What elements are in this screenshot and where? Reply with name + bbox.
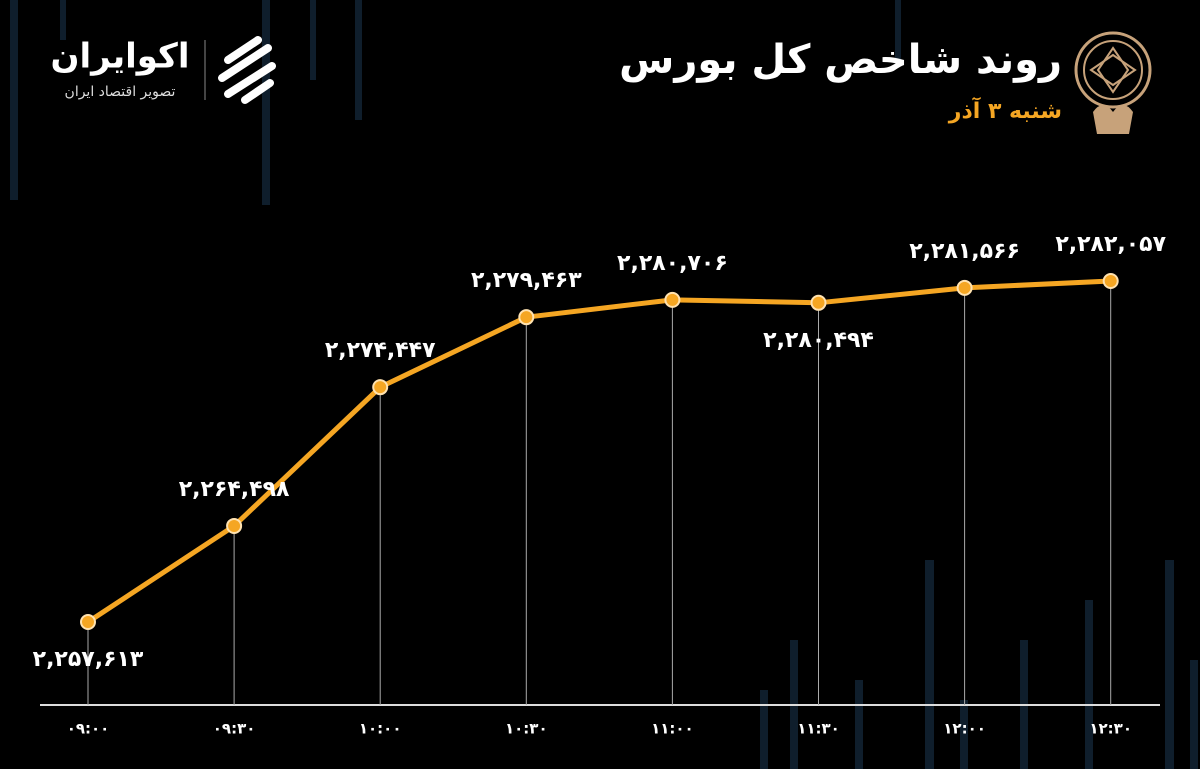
x-tick-label: ۱۱:۳۰ [797, 720, 840, 738]
x-tick-label: ۱۲:۳۰ [1089, 720, 1132, 738]
value-label: ۲,۲۷۴,۴۴۷ [325, 338, 436, 363]
value-label: ۲,۲۸۰,۴۹۴ [763, 328, 874, 353]
value-label: ۲,۲۸۱,۵۶۶ [909, 239, 1020, 264]
point [1102, 273, 1119, 289]
value-label: ۲,۲۶۴,۴۹۸ [179, 477, 290, 502]
point [518, 309, 535, 326]
brand-name: اکوایران [51, 37, 190, 77]
x-tick-label: ۱۲:۰۰ [943, 720, 986, 738]
point [226, 517, 243, 534]
point [956, 279, 973, 296]
brand-logo [204, 36, 276, 104]
value-label: ۲,۲۸۲,۰۵۷ [1055, 232, 1166, 257]
brand-tagline: تصویر اقتصاد ایران [65, 84, 176, 100]
chart-subtitle: شنبه ۳ آذر [948, 96, 1062, 124]
value-label: ۲,۲۵۷,۶۱۳ [33, 647, 144, 672]
x-tick-label: ۱۱:۰۰ [651, 720, 694, 738]
value-label: ۲,۲۸۰,۷۰۶ [617, 251, 728, 276]
x-tick-label: ۱۰:۳۰ [505, 720, 548, 738]
point [664, 291, 681, 308]
chart-title: روند شاخص کل بورس [619, 37, 1062, 83]
point [80, 614, 96, 630]
point [810, 294, 827, 311]
value-label: ۲,۲۷۹,۴۶۳ [471, 268, 582, 293]
x-tick-label: ۱۰:۰۰ [359, 720, 402, 738]
x-tick-label: ۰۹:۳۰ [213, 720, 256, 738]
point [372, 379, 389, 396]
exchange-logo [1074, 31, 1152, 134]
index-line [86, 278, 1111, 625]
x-tick-label: ۰۹:۰۰ [67, 720, 110, 738]
